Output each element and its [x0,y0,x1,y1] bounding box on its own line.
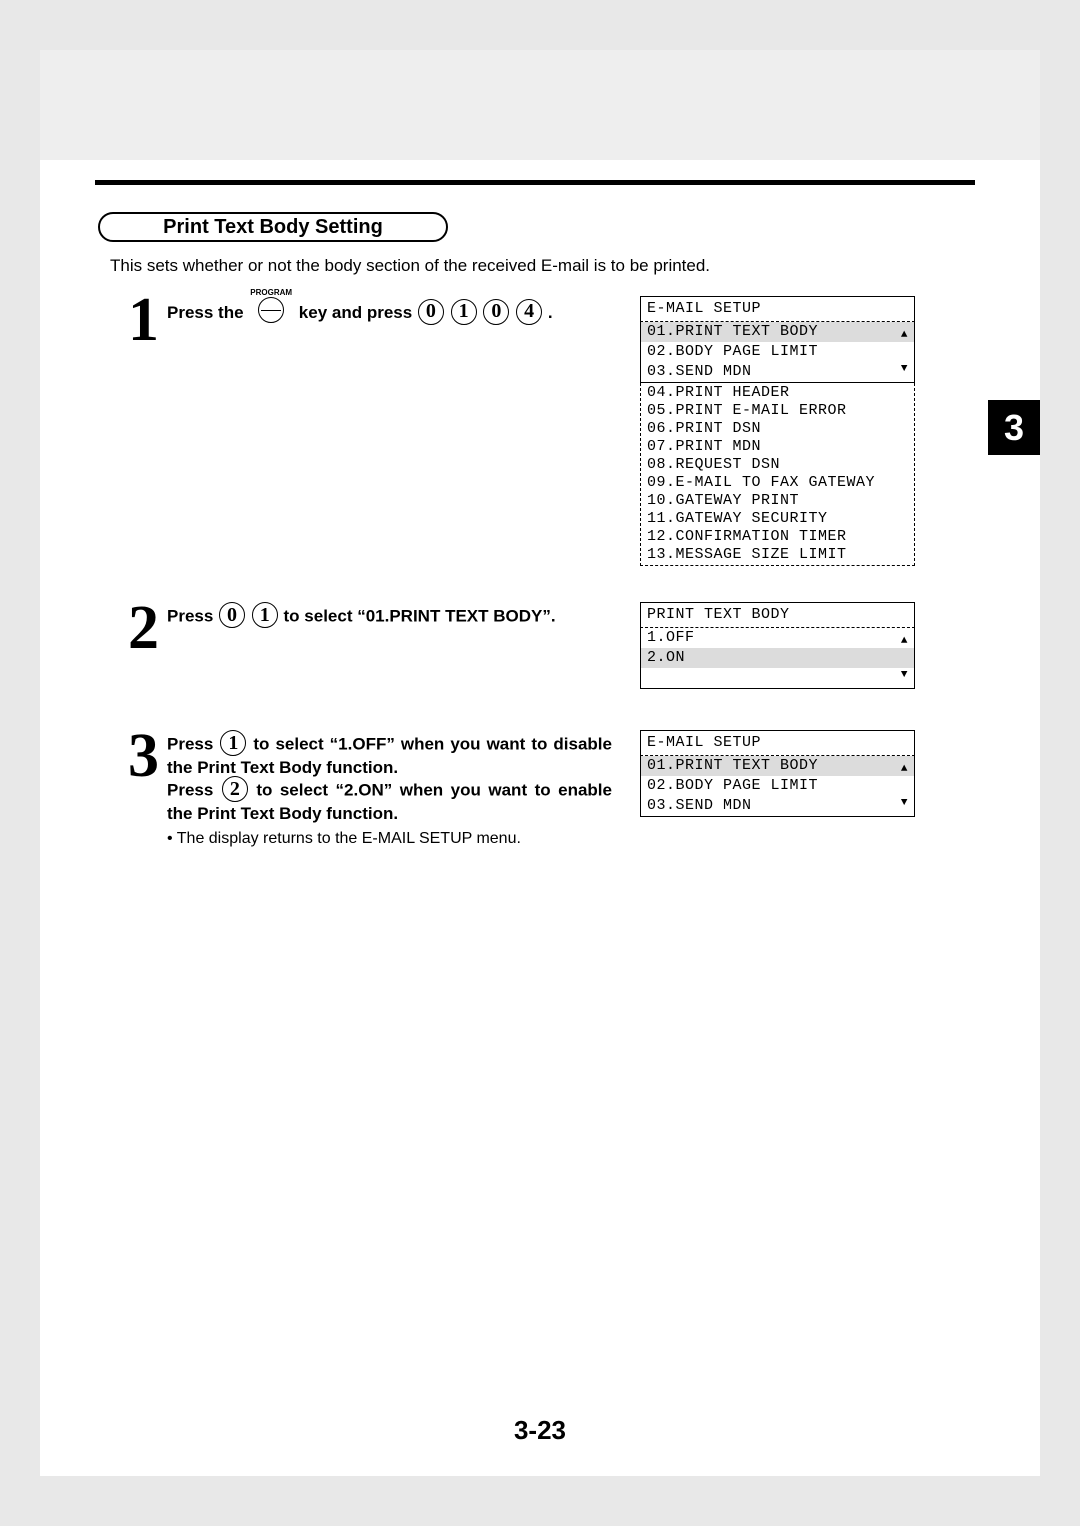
section-title-lozenge: Print Text Body Setting [98,212,448,242]
lcd2-up-icon: ▲ [901,631,908,651]
step-1: 1 Press the PROGRAM key and press 0 1 0 … [128,294,607,347]
step-1-t2: key and press [299,303,417,322]
intro-text: This sets whether or not the body sectio… [110,256,710,276]
step-3-number: 3 [128,730,159,783]
lcd1-ext-6: 06.PRINT DSN [641,419,914,437]
lcd2-body: 1.OFF 2.ON ▲ ▼ [640,628,915,689]
step-2-t2: to select “01.PRINT TEXT BODY”. [284,606,556,625]
lcd1-body: 01.PRINT TEXT BODY 02.BODY PAGE LIMIT 03… [640,322,915,383]
section-title: Print Text Body Setting [163,216,383,239]
lcd3-row-3: 03.SEND MDN [641,796,914,816]
lcd2-row-1: 1.OFF [641,628,914,648]
step-3: 3 Press 1 to select “1.OFF” when you wan… [128,730,612,848]
lcd3-row-1: 01.PRINT TEXT BODY [641,756,914,776]
step-2-text: Press 0 1 to select “01.PRINT TEXT BODY”… [167,602,607,630]
lcd2-row-3 [641,668,914,688]
key3-1: 1 [220,730,246,756]
lcd-3: E-MAIL SETUP 01.PRINT TEXT BODY 02.BODY … [640,730,915,817]
page: Print Text Body Setting This sets whethe… [40,50,1040,1476]
lcd3-row-2: 02.BODY PAGE LIMIT [641,776,914,796]
lcd1-ext-5: 05.PRINT E-MAIL ERROR [641,401,914,419]
lcd2-row-2: 2.ON [641,648,914,668]
horizontal-rule [95,180,975,185]
lcd1-ext-4: 04.PRINT HEADER [641,383,914,401]
step-3-p1a: Press [167,734,219,753]
step-1-text: Press the PROGRAM key and press 0 1 0 4 … [167,294,607,331]
lcd1-ext-12: 12.CONFIRMATION TIMER [641,527,914,545]
step-1-t3: . [548,303,553,322]
step-1-number: 1 [128,294,159,347]
top-gray-band [40,50,1040,160]
lcd1-up-icon: ▲ [901,325,908,345]
program-key-label: PROGRAM [250,288,292,297]
bullet: • [167,830,177,847]
lcd2-down-icon: ▼ [901,665,908,685]
lcd1-row-1: 01.PRINT TEXT BODY [641,322,914,342]
lcd1-row-3: 03.SEND MDN [641,362,914,382]
page-number: 3-23 [40,1415,1040,1446]
lcd1-ext-8: 08.REQUEST DSN [641,455,914,473]
step-3-text: Press 1 to select “1.OFF” when you want … [167,730,612,848]
lcd1-down-icon: ▼ [901,359,908,379]
lcd1-ext-10: 10.GATEWAY PRINT [641,491,914,509]
chapter-number: 3 [1004,407,1024,449]
program-key-ring [258,297,284,323]
chapter-tab: 3 [988,400,1040,455]
lcd1-ext-11: 11.GATEWAY SECURITY [641,509,914,527]
step-3-note-text: The display returns to the E-MAIL SETUP … [177,830,521,847]
key-0a: 0 [418,299,444,325]
key-0b: 0 [483,299,509,325]
lcd1-header: E-MAIL SETUP [640,296,915,322]
lcd1-ext-9: 09.E-MAIL TO FAX GATEWAY [641,473,914,491]
lcd1-row-2: 02.BODY PAGE LIMIT [641,342,914,362]
key-4: 4 [516,299,542,325]
key2-0: 0 [219,602,245,628]
key2-1: 1 [252,602,278,628]
lcd2-header: PRINT TEXT BODY [640,602,915,628]
step-2: 2 Press 0 1 to select “01.PRINT TEXT BOD… [128,602,607,655]
key3-2: 2 [222,776,248,802]
program-key-icon: PROGRAM [250,288,292,323]
lcd3-header: E-MAIL SETUP [640,730,915,756]
lcd3-body: 01.PRINT TEXT BODY 02.BODY PAGE LIMIT 03… [640,756,915,817]
lcd3-down-icon: ▼ [901,793,908,813]
key-1a: 1 [451,299,477,325]
step-2-t1: Press [167,606,218,625]
step-2-number: 2 [128,602,159,655]
lcd-2: PRINT TEXT BODY 1.OFF 2.ON ▲ ▼ [640,602,915,689]
lcd1-ext-7: 07.PRINT MDN [641,437,914,455]
lcd3-up-icon: ▲ [901,759,908,779]
step-3-p2a: Press [167,780,221,799]
lcd-1: E-MAIL SETUP 01.PRINT TEXT BODY 02.BODY … [640,296,915,566]
lcd1-extra: 04.PRINT HEADER 05.PRINT E-MAIL ERROR 06… [640,383,915,566]
step-1-t1: Press the [167,303,248,322]
lcd1-ext-13: 13.MESSAGE SIZE LIMIT [641,545,914,563]
step-3-note: • The display returns to the E-MAIL SETU… [167,830,612,848]
